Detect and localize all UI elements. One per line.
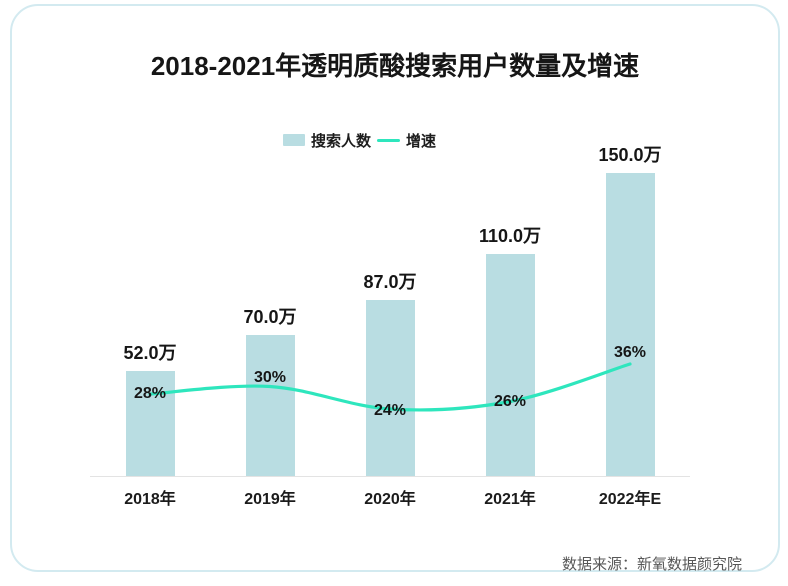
- x-axis-label: 2019年: [244, 491, 296, 508]
- bar: [605, 173, 655, 476]
- x-axis-labels: 2018年 2019年 2020年 2021年 2022年E: [90, 485, 690, 508]
- line-series-swatch-icon: [377, 138, 401, 142]
- chart-legend: 搜索人数 增速: [283, 130, 436, 151]
- bar-value-label: 70.0万: [243, 307, 297, 327]
- bar-value-label: 52.0万: [123, 343, 177, 363]
- growth-value-label: 36%: [613, 344, 647, 361]
- bar-value-label: 87.0万: [363, 272, 417, 292]
- growth-line-layer: [148, 362, 632, 412]
- data-source-note: 数据来源：新氧数据颜究院: [561, 556, 742, 573]
- growth-value-label: 30%: [253, 368, 287, 386]
- growth-line: [148, 362, 632, 412]
- growth-value-label: 26%: [493, 392, 527, 410]
- x-axis-label: 2022年E: [598, 491, 662, 508]
- x-axis-line: [90, 476, 690, 477]
- bar: [125, 371, 175, 476]
- bar-series-swatch-icon: [283, 134, 305, 146]
- bar-value-label: 150.0万: [598, 145, 662, 165]
- bar-value-label: 110.0万: [478, 226, 542, 246]
- plot-area: 52.0万 28% 70.0万 30% 87.0万 24% 110.0万 26% 150.0万 3…: [90, 145, 690, 476]
- legend-label-search-users: 搜索人数: [311, 132, 372, 150]
- x-axis-label: 2021年: [484, 491, 536, 508]
- x-axis-label: 2020年: [364, 491, 416, 508]
- bar: [485, 254, 535, 476]
- legend-item-search-users[interactable]: 搜索人数: [283, 130, 371, 151]
- chart-card: 2018-2021年透明质酸搜索用户数量及增速 搜索人数 增速 52.0万 28%…: [10, 4, 780, 573]
- legend-item-growth[interactable]: 增速: [377, 130, 436, 151]
- x-axis-label: 2018年: [124, 491, 176, 508]
- bar: [365, 300, 415, 476]
- chart-title: 2018-2021年透明质酸搜索用户数量及增速: [150, 51, 640, 81]
- growth-value-label: 28%: [133, 385, 167, 402]
- growth-value-label: 24%: [373, 402, 407, 419]
- bar: [245, 335, 295, 476]
- legend-label-growth: 增速: [406, 132, 437, 150]
